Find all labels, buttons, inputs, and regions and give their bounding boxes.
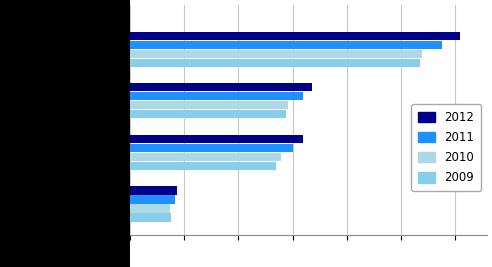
Bar bbox=[130, 110, 286, 119]
Bar bbox=[130, 204, 170, 213]
Bar bbox=[130, 162, 277, 170]
Bar bbox=[130, 32, 460, 40]
Bar bbox=[130, 186, 177, 195]
Bar bbox=[130, 59, 420, 67]
Bar bbox=[130, 213, 171, 222]
Legend: 2012, 2011, 2010, 2009: 2012, 2011, 2010, 2009 bbox=[411, 104, 481, 191]
Bar bbox=[130, 83, 312, 91]
Bar bbox=[130, 92, 304, 100]
Bar bbox=[130, 195, 175, 204]
Bar bbox=[130, 144, 293, 152]
Bar bbox=[130, 41, 442, 49]
Bar bbox=[130, 101, 288, 109]
Bar bbox=[130, 153, 280, 161]
Bar bbox=[130, 50, 422, 58]
Bar bbox=[130, 135, 304, 143]
